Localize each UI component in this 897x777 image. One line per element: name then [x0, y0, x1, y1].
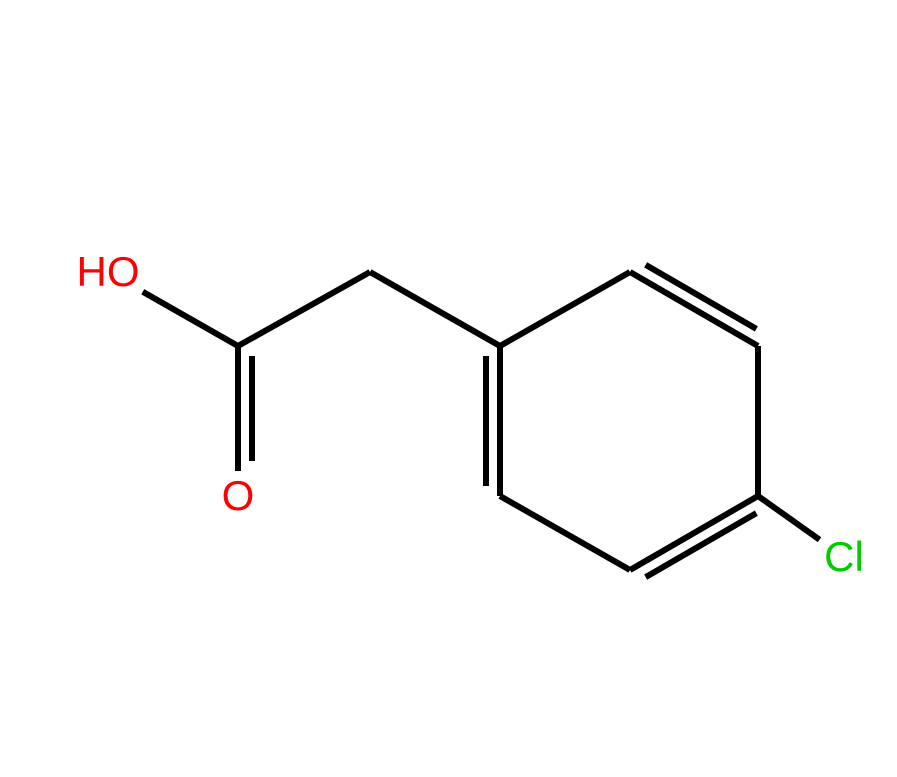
- atom-o2: O: [222, 472, 255, 520]
- bonds-layer: [143, 265, 820, 577]
- atom-cl: Cl: [824, 533, 864, 581]
- atom-ho: HO: [77, 248, 140, 296]
- molecule-canvas: [0, 0, 897, 777]
